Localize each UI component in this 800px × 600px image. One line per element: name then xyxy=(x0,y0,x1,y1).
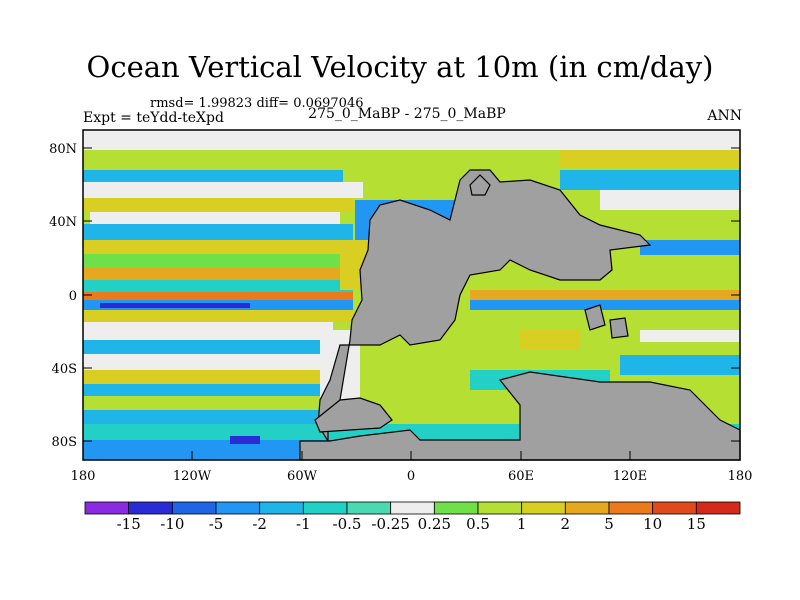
colorbar-swatch xyxy=(302,501,348,515)
stats-line: rmsd= 1.99823 diff= 0.0697046 xyxy=(150,96,364,111)
colorbar-swatch xyxy=(652,501,697,515)
colorbar-label: -5 xyxy=(208,515,224,533)
colorbar-swatch xyxy=(608,501,654,515)
lat-label: 80S xyxy=(52,435,77,450)
lon-label: 180 xyxy=(71,469,96,484)
colorbar-swatch xyxy=(128,501,173,515)
colorbar-label: -2 xyxy=(252,515,267,533)
lon-label: 180 xyxy=(728,469,753,484)
lat-label: 40S xyxy=(52,362,77,377)
colorbar-label: 0.25 xyxy=(417,515,452,533)
comparison-label: 275_0_MaBP - 275_0_MaBP xyxy=(308,106,506,122)
colorbar-swatch xyxy=(477,501,523,515)
latitude-labels: 80N 40N 0 40S 80S xyxy=(49,142,77,450)
colorbar-label: 0.5 xyxy=(466,515,490,533)
colorbar-swatch xyxy=(171,501,217,515)
colorbar-swatch xyxy=(521,501,566,515)
longitude-labels: 180 120W 60W 0 60E 120E 180 xyxy=(71,469,753,484)
colorbar xyxy=(84,501,741,515)
lon-label: 0 xyxy=(407,469,415,484)
colorbar-label: -0.5 xyxy=(332,515,362,533)
lat-label: 0 xyxy=(69,289,77,304)
colorbar-label: 2 xyxy=(560,515,571,533)
lat-label: 40N xyxy=(49,215,77,230)
season-label: ANN xyxy=(707,108,742,124)
axis-ticks xyxy=(83,147,740,460)
colorbar-label: 1 xyxy=(516,515,527,533)
map-title: Ocean Vertical Velocity at 10m (in cm/da… xyxy=(86,50,714,84)
experiment-label: Expt = teYdd-teXpd xyxy=(83,110,224,126)
land-masses xyxy=(299,169,741,461)
colorbar-swatch xyxy=(433,501,479,515)
colorbar-label: -0.25 xyxy=(371,515,410,533)
colorbar-label: -1 xyxy=(296,515,311,533)
colorbar-swatch xyxy=(346,501,392,515)
lon-label: 60W xyxy=(287,469,318,484)
lon-label: 120W xyxy=(173,469,212,484)
colorbar-swatch xyxy=(215,501,261,515)
colorbar-swatch xyxy=(84,501,130,515)
colorbar-label: 15 xyxy=(686,515,706,533)
colorbar-label: -15 xyxy=(116,515,141,533)
colorbar-label: 10 xyxy=(643,515,663,533)
colorbar-swatch xyxy=(259,501,304,515)
colorbar-swatch xyxy=(564,501,610,515)
lon-label: 120E xyxy=(613,469,647,484)
lat-label: 80N xyxy=(49,142,77,157)
colorbar-swatch xyxy=(390,501,435,515)
colorbar-label: 5 xyxy=(604,515,614,533)
colorbar-swatch xyxy=(695,501,741,515)
colorbar-label: -10 xyxy=(160,515,185,533)
lon-label: 60E xyxy=(508,469,534,484)
